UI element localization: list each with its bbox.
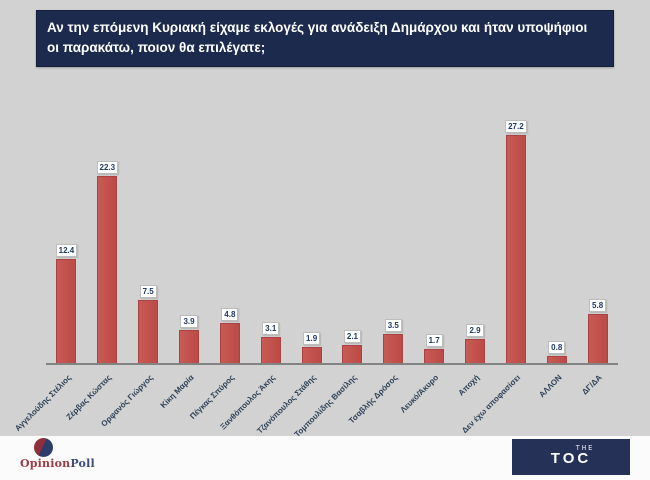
bar-column: 7.5 <box>128 285 169 363</box>
category-label-text: Αποχή <box>456 373 482 398</box>
bar <box>97 176 118 363</box>
value-label: 0.8 <box>548 341 566 354</box>
value-label: 1.9 <box>303 332 321 345</box>
value-label: 2.9 <box>466 324 484 337</box>
bar-column: 1.9 <box>291 332 332 363</box>
bar <box>587 314 608 363</box>
bar <box>56 259 77 363</box>
value-label: 4.8 <box>221 308 239 321</box>
opinionpoll-logo-text: OpinionPoll <box>20 457 95 470</box>
bar-column: 22.3 <box>87 161 128 363</box>
value-label: 1.7 <box>425 334 443 347</box>
bar-column: 3.1 <box>250 322 291 363</box>
bar <box>219 323 240 363</box>
bar <box>465 339 486 363</box>
category-axis-labels: Αγγελούδης Στέλιος Ζέρβας Κώστας Ορφανός Γ… <box>13 365 618 443</box>
value-label: 7.5 <box>139 285 157 298</box>
value-label: 3.9 <box>180 315 198 328</box>
value-label: 3.1 <box>262 322 280 335</box>
value-label: 3.5 <box>384 319 402 332</box>
bar-column: 4.8 <box>209 308 250 363</box>
value-label: 5.8 <box>589 299 607 312</box>
category-label: Λευκό/Άκυρο <box>399 365 455 443</box>
bar-column: 27.2 <box>495 120 536 363</box>
bar-column: 5.8 <box>577 299 618 363</box>
bar <box>138 300 159 363</box>
value-label: 22.3 <box>96 161 119 174</box>
category-label: ΑΛΛΟΝ <box>536 365 577 443</box>
opinionpoll-logo: OpinionPoll <box>20 438 95 470</box>
value-label: 12.4 <box>55 244 78 257</box>
bar <box>342 345 363 363</box>
bar-column: 1.7 <box>414 334 455 363</box>
thetoc-logo-toc: TOC <box>550 450 592 467</box>
value-label: 2.1 <box>343 330 361 343</box>
bar-column: 0.8 <box>536 341 577 363</box>
opinionpoll-text-opinion: Opinion <box>20 457 71 470</box>
category-label: Δεν έχω αποφασίσει <box>460 365 536 443</box>
thetoc-logo: THE TOC <box>512 439 630 475</box>
bar <box>179 330 199 363</box>
bar <box>424 349 445 363</box>
bar-column: 3.5 <box>373 319 414 363</box>
chart-plot-area: 12.4 22.3 7.5 3.9 4.8 3.1 1.9 2.1 3.5 1.7 2.9 27.2 0… <box>46 95 618 365</box>
value-label: 27.2 <box>505 120 527 133</box>
bar-column: 2.9 <box>455 324 496 363</box>
question-text: Αν την επόμενη Κυριακή είχαμε εκλογές γι… <box>47 20 588 55</box>
footer: OpinionPoll THE TOC <box>0 436 650 480</box>
bar-column: 12.4 <box>46 244 87 363</box>
bar <box>383 334 404 363</box>
category-label: ΔΓ/ΔΑ <box>577 365 618 443</box>
bar <box>260 337 281 363</box>
category-label-text: ΔΓ/ΔΑ <box>580 373 604 397</box>
bar-column: 2.1 <box>332 330 373 363</box>
category-label-text: Αγγελούδης Στέλιος <box>12 373 73 433</box>
opinionpoll-circle-icon <box>34 438 53 457</box>
bar-chart: 12.4 22.3 7.5 3.9 4.8 3.1 1.9 2.1 3.5 1.7 2.9 27.2 0… <box>13 95 618 443</box>
bar <box>505 135 526 363</box>
bar-column: 3.9 <box>169 315 210 363</box>
bar <box>301 347 322 363</box>
question-header: Αν την επόμενη Κυριακή είχαμε εκλογές γι… <box>36 10 614 68</box>
category-label-text: ΑΛΛΟΝ <box>536 373 564 400</box>
thetoc-logo-the: THE <box>575 444 595 452</box>
opinionpoll-text-poll: Poll <box>70 457 95 470</box>
bar <box>546 356 567 363</box>
